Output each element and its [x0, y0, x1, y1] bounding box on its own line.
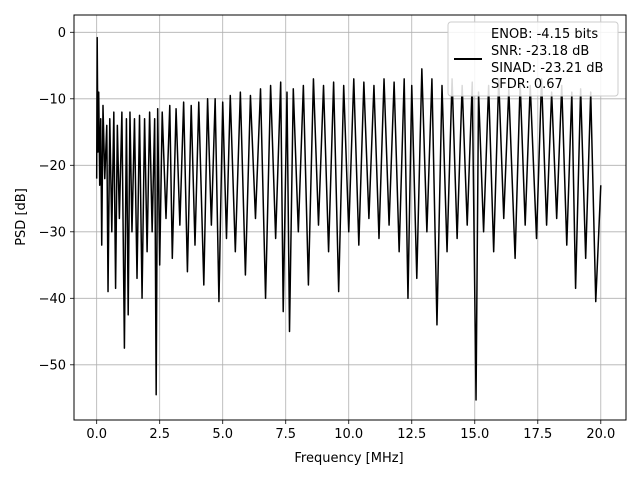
x-tick-label: 20.0 [586, 427, 615, 442]
y-axis-ticks: 0 −10 −20 −30 −40 −50 [39, 26, 74, 373]
x-axis-ticks: 0.0 2.5 5.0 7.5 10.0 12.5 15.0 17.5 20.0 [86, 420, 615, 442]
y-tick-label: −50 [39, 358, 66, 373]
x-tick-label: 12.5 [397, 427, 426, 442]
x-tick-label: 17.5 [523, 427, 552, 442]
y-tick-label: −40 [39, 292, 66, 307]
x-axis-label: Frequency [MHz] [294, 451, 403, 466]
legend-line-sinad: SINAD: -23.21 dB [491, 61, 603, 76]
legend: ENOB: -4.15 bits SNR: -23.18 dB SINAD: -… [447, 21, 619, 97]
legend-line-sfdr: SFDR: 0.67 [491, 77, 563, 92]
y-tick-label: −10 [39, 92, 66, 107]
legend-box [447, 21, 619, 97]
x-tick-label: 10.0 [334, 427, 363, 442]
x-tick-label: 15.0 [460, 427, 489, 442]
y-tick-label: −30 [39, 225, 66, 240]
x-tick-label: 7.5 [275, 427, 296, 442]
series-group [95, 36, 602, 401]
y-tick-label: 0 [58, 26, 66, 41]
y-axis-label: PSD [dB] [14, 188, 29, 246]
x-tick-label: 2.5 [149, 427, 170, 442]
psd-series-line [95, 36, 602, 401]
y-tick-label: −20 [39, 159, 66, 174]
legend-line-enob: ENOB: -4.15 bits [491, 27, 598, 42]
axes-frame [73, 14, 627, 421]
x-tick-label: 5.0 [212, 427, 233, 442]
plot-area [95, 36, 602, 401]
x-tick-label: 0.0 [86, 427, 107, 442]
legend-line-snr: SNR: -23.18 dB [491, 44, 589, 59]
